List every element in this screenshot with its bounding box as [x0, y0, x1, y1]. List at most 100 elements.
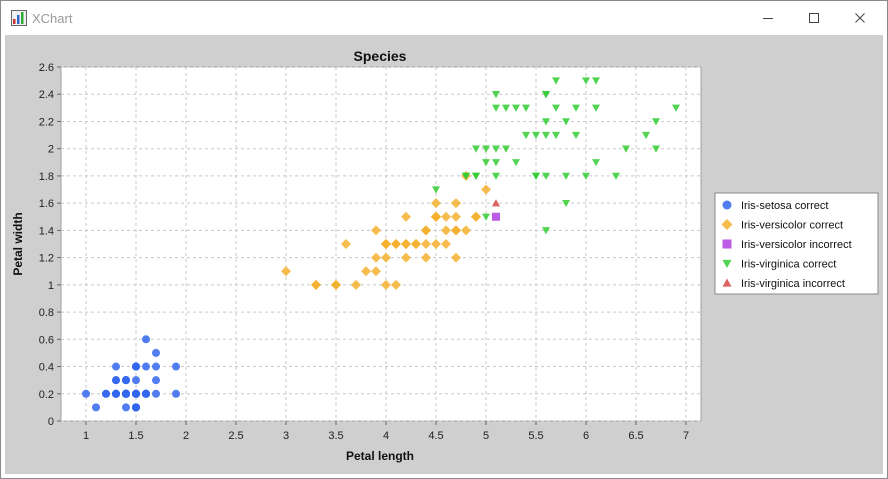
- y-tick-label: 0.8: [39, 307, 54, 319]
- x-tick-label: 6: [583, 430, 589, 442]
- data-point: [471, 211, 481, 222]
- data-point: [542, 118, 550, 126]
- data-point: [152, 348, 160, 357]
- close-button[interactable]: [837, 1, 883, 35]
- minimize-button[interactable]: [745, 1, 791, 35]
- data-point: [502, 145, 510, 153]
- data-point: [341, 239, 351, 249]
- x-tick-label: 3: [283, 430, 289, 442]
- data-point: [492, 145, 500, 153]
- data-point: [592, 77, 600, 85]
- data-point: [401, 252, 411, 263]
- legend-marker: [722, 239, 732, 249]
- data-point: [482, 159, 490, 167]
- data-point: [522, 104, 530, 112]
- app-icon: [11, 10, 27, 26]
- data-point: [522, 131, 530, 140]
- data-point: [431, 211, 441, 222]
- minimize-icon: [763, 18, 773, 19]
- close-icon: [855, 13, 865, 23]
- y-tick-label: 2.4: [39, 89, 54, 101]
- data-point: [371, 225, 381, 236]
- legend-marker: [722, 259, 732, 268]
- data-point: [441, 225, 451, 236]
- y-tick-label: 2: [48, 144, 54, 156]
- x-tick-label: 2.5: [228, 430, 243, 442]
- data-point: [612, 172, 620, 180]
- data-point: [592, 159, 600, 167]
- data-point: [451, 198, 461, 209]
- y-tick-label: 2.6: [39, 62, 54, 74]
- data-point: [432, 186, 440, 194]
- data-point: [152, 362, 160, 371]
- data-point: [421, 239, 431, 249]
- data-point: [451, 211, 461, 222]
- x-tick-label: 5.5: [528, 430, 543, 442]
- y-tick-label: 0.4: [39, 362, 54, 374]
- y-tick-label: 0.6: [39, 334, 54, 346]
- data-point: [411, 239, 421, 249]
- data-point: [351, 279, 361, 290]
- data-point: [421, 252, 431, 263]
- data-point: [281, 266, 291, 277]
- x-tick-label: 4: [383, 430, 389, 442]
- data-point: [512, 159, 520, 167]
- data-point: [152, 376, 160, 385]
- legend-entry-label: Iris-virginica incorrect: [741, 278, 845, 290]
- data-point: [652, 118, 660, 126]
- data-point: [451, 252, 461, 263]
- y-tick-label: 1.2: [39, 253, 54, 265]
- data-point: [622, 145, 630, 153]
- data-point: [492, 159, 500, 167]
- data-point: [381, 279, 391, 290]
- chart-panel: Species 1 1.5 2 2.5 3 3.5 4 4.5 5 5.5 6 6.5 7 0 0.2 0.…: [5, 35, 883, 474]
- data-point: [391, 239, 401, 249]
- data-point: [152, 389, 160, 398]
- data-point: [462, 172, 470, 180]
- data-point: [542, 131, 550, 140]
- data-point: [562, 172, 570, 180]
- y-tick-label: 1.4: [39, 225, 54, 237]
- legend-box: [714, 192, 879, 295]
- data-point: [441, 239, 451, 249]
- y-tick-label: 0.2: [39, 389, 54, 401]
- data-point: [472, 145, 480, 153]
- legend-entry-label: Iris-versicolor correct: [741, 220, 843, 232]
- data-point: [652, 145, 660, 153]
- x-axis-ticks: 1 1.5 2 2.5 3 3.5 4 4.5 5 5.5 6 6.5 7: [83, 421, 689, 442]
- data-point: [441, 211, 451, 222]
- data-point: [502, 104, 510, 112]
- data-point: [512, 104, 520, 112]
- data-point: [562, 118, 570, 126]
- data-point: [311, 279, 321, 290]
- legend-marker: [722, 278, 732, 287]
- maximize-icon: [809, 13, 819, 23]
- data-point: [371, 266, 381, 277]
- grid-lines: [61, 66, 701, 422]
- legend-marker: [722, 200, 732, 210]
- data-point: [82, 389, 90, 398]
- title-bar[interactable]: XChart: [1, 1, 887, 35]
- data-point: [481, 184, 491, 195]
- scatter-chart: Species 1 1.5 2 2.5 3 3.5 4 4.5 5 5.5 6 6.5 7 0 0.2 0.…: [11, 48, 879, 463]
- data-point: [642, 131, 650, 140]
- data-point: [451, 225, 461, 236]
- data-point: [401, 239, 411, 249]
- data-points: [82, 77, 680, 412]
- data-point: [132, 403, 140, 412]
- data-point: [122, 403, 130, 412]
- data-point: [92, 403, 100, 412]
- data-point: [122, 376, 130, 385]
- data-point: [492, 104, 500, 112]
- data-point: [542, 227, 550, 235]
- x-tick-label: 4.5: [428, 430, 443, 442]
- data-point: [431, 198, 441, 209]
- data-point: [112, 376, 120, 385]
- data-point: [331, 279, 341, 290]
- data-point: [562, 199, 570, 208]
- x-tick-label: 2: [183, 430, 189, 442]
- maximize-button[interactable]: [791, 1, 837, 35]
- y-axis-label: Petal width: [11, 212, 25, 275]
- data-point: [492, 172, 500, 180]
